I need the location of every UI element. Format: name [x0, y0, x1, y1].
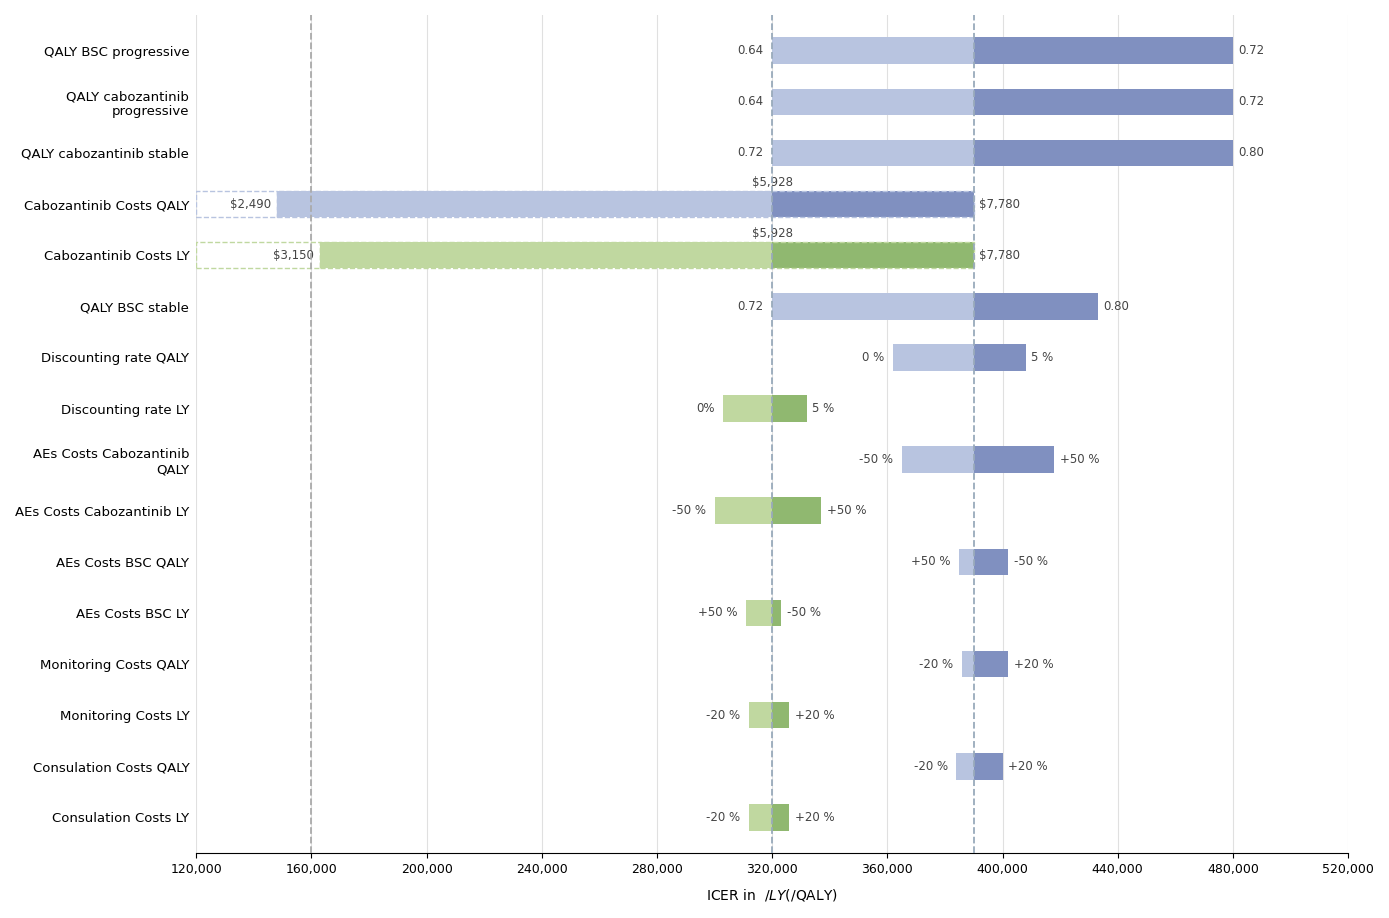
- Bar: [974, 344, 1025, 371]
- Text: +20 %: +20 %: [1014, 657, 1054, 670]
- Text: -20 %: -20 %: [707, 811, 740, 823]
- Text: +50 %: +50 %: [1060, 453, 1100, 466]
- Bar: [893, 344, 974, 371]
- Text: 0%: 0%: [696, 402, 714, 415]
- Text: +50 %: +50 %: [826, 504, 867, 517]
- Text: 0.64: 0.64: [738, 44, 764, 57]
- Text: 0.72: 0.72: [738, 147, 764, 160]
- Bar: [901, 446, 974, 473]
- Bar: [772, 599, 781, 626]
- Text: 5 %: 5 %: [1031, 351, 1053, 364]
- Bar: [772, 396, 807, 421]
- Bar: [963, 651, 974, 677]
- Bar: [960, 549, 974, 576]
- Bar: [749, 702, 772, 729]
- Text: 0.72: 0.72: [1239, 44, 1265, 57]
- Text: +50 %: +50 %: [911, 555, 950, 568]
- Text: -20 %: -20 %: [920, 657, 953, 670]
- Text: +20 %: +20 %: [795, 709, 835, 722]
- Text: 0 %: 0 %: [863, 351, 885, 364]
- Text: $7,780: $7,780: [979, 249, 1021, 262]
- Bar: [746, 599, 772, 626]
- Text: $7,780: $7,780: [979, 197, 1021, 210]
- Text: +20 %: +20 %: [1008, 760, 1047, 773]
- Text: 0.80: 0.80: [1103, 300, 1129, 313]
- Bar: [974, 38, 1233, 64]
- Bar: [974, 140, 1233, 166]
- Bar: [319, 242, 974, 268]
- Bar: [714, 498, 772, 524]
- Text: 0.80: 0.80: [1239, 147, 1264, 160]
- Bar: [749, 804, 772, 831]
- Bar: [276, 191, 974, 218]
- Text: $3,150: $3,150: [274, 249, 314, 262]
- Text: 5 %: 5 %: [813, 402, 835, 415]
- Text: -50 %: -50 %: [858, 453, 893, 466]
- Text: -50 %: -50 %: [786, 607, 821, 620]
- X-axis label: ICER in  $/LY ($/QALY): ICER in $/LY ($/QALY): [706, 887, 838, 903]
- Bar: [772, 140, 974, 166]
- Text: +50 %: +50 %: [699, 607, 738, 620]
- Bar: [974, 89, 1233, 115]
- Bar: [196, 191, 276, 218]
- Bar: [957, 753, 974, 779]
- Text: -20 %: -20 %: [707, 709, 740, 722]
- Bar: [772, 702, 789, 729]
- Bar: [974, 549, 1008, 576]
- Bar: [196, 242, 319, 268]
- Bar: [772, 804, 789, 831]
- Text: -50 %: -50 %: [1014, 555, 1049, 568]
- Bar: [772, 498, 821, 524]
- Bar: [319, 242, 772, 268]
- Text: $5,928: $5,928: [751, 227, 793, 240]
- Text: 0.64: 0.64: [738, 95, 764, 108]
- Bar: [772, 191, 974, 218]
- Bar: [772, 242, 974, 268]
- Bar: [724, 396, 772, 421]
- Bar: [974, 293, 1097, 319]
- Bar: [772, 89, 974, 115]
- Text: -20 %: -20 %: [914, 760, 947, 773]
- Text: +20 %: +20 %: [795, 811, 835, 823]
- Text: $2,490: $2,490: [231, 197, 271, 210]
- Text: 0.72: 0.72: [738, 300, 764, 313]
- Bar: [772, 38, 974, 64]
- Text: -50 %: -50 %: [672, 504, 706, 517]
- Bar: [974, 753, 1003, 779]
- Bar: [974, 446, 1054, 473]
- Text: 0.72: 0.72: [1239, 95, 1265, 108]
- Text: $5,928: $5,928: [751, 175, 793, 189]
- Bar: [974, 651, 1008, 677]
- Bar: [276, 191, 772, 218]
- Bar: [772, 293, 974, 319]
